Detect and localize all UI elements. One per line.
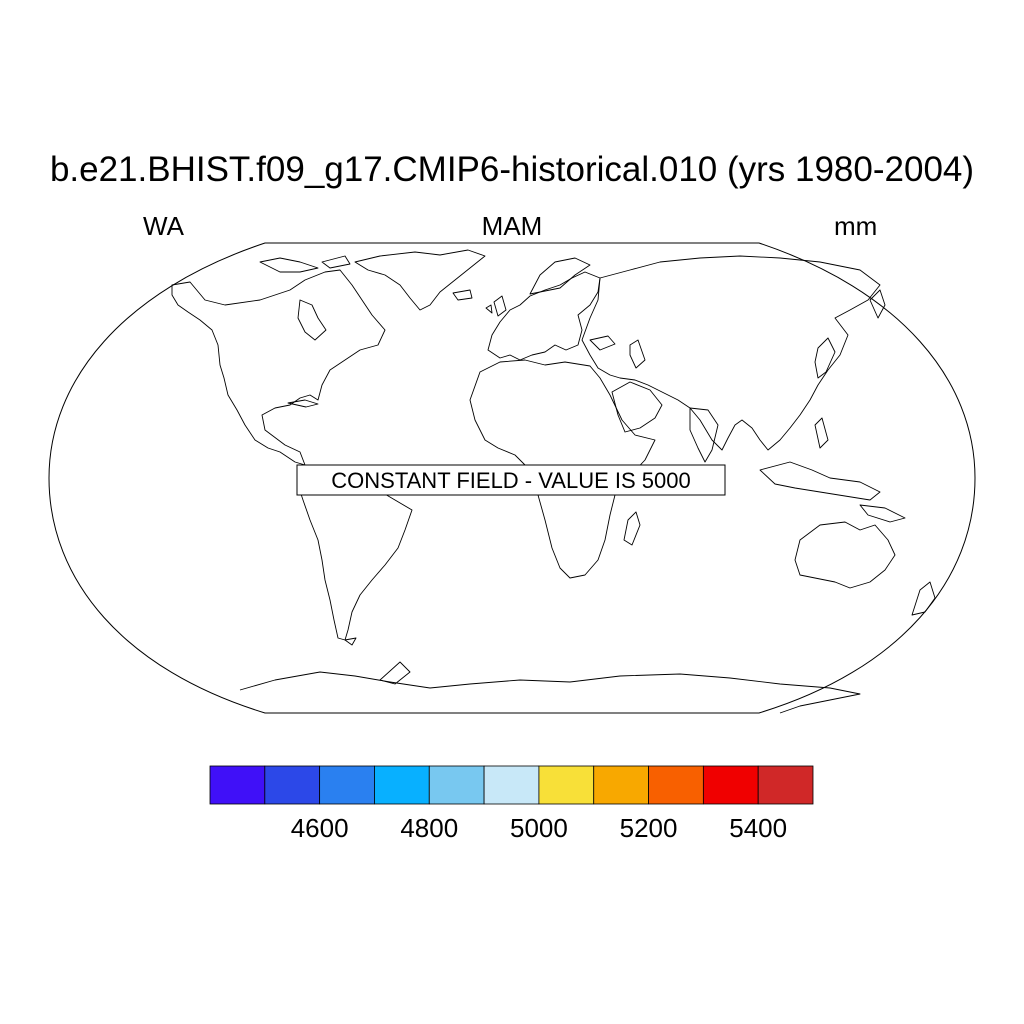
- india-coast: [689, 407, 719, 463]
- southeast-asia-islands: [759, 461, 881, 501]
- season-label: MAM: [481, 211, 543, 241]
- colorbar-swatch: [702, 765, 759, 805]
- colorbar: [209, 765, 814, 805]
- africa-coast: [469, 359, 656, 579]
- new-guinea: [859, 504, 906, 523]
- antarctic-peninsula: [379, 661, 411, 685]
- europe-coast: [487, 271, 601, 361]
- greenland-coast: [354, 249, 486, 311]
- hudson-bay-coast: [297, 299, 327, 341]
- colorbar-swatch: [319, 765, 375, 805]
- colorbar-swatch: [209, 765, 266, 805]
- cuba-coast: [287, 399, 319, 408]
- colorbar-tick-label: 5400: [729, 813, 788, 843]
- colorbar-swatch: [593, 765, 649, 805]
- colorbar-swatch: [428, 765, 485, 805]
- coastlines: [171, 249, 936, 714]
- japan-coast: [814, 337, 836, 379]
- black-sea: [589, 335, 616, 351]
- kamchatka: [869, 289, 886, 319]
- australia-coast: [794, 521, 896, 589]
- constant-field-box: CONSTANT FIELD - VALUE IS 5000: [296, 464, 726, 496]
- arctic-islands: [259, 255, 351, 273]
- antarctica-coast: [239, 671, 861, 714]
- tierra-del-fuego: [344, 637, 357, 646]
- constant-field-text: CONSTANT FIELD - VALUE IS 5000: [331, 468, 690, 493]
- colorbar-tick-label: 4600: [290, 813, 349, 843]
- map-boundary: [48, 242, 976, 714]
- colorbar-tick-label: 4800: [400, 813, 459, 843]
- colorbar-swatch: [538, 765, 595, 805]
- plot-title: b.e21.BHIST.f09_g17.CMIP6-historical.010…: [49, 150, 975, 189]
- british-isles: [485, 295, 507, 317]
- new-zealand: [911, 581, 936, 616]
- colorbar-swatch: [483, 765, 540, 805]
- colorbar-tick-label: 5200: [619, 813, 678, 843]
- philippines: [814, 417, 829, 449]
- caspian-sea: [629, 339, 646, 369]
- madagascar: [623, 511, 641, 546]
- colorbar-tick-label: 5000: [509, 813, 568, 843]
- units-label: mm: [834, 211, 878, 241]
- scandinavia-coast: [529, 257, 591, 295]
- colorbar-swatch: [757, 765, 814, 805]
- variable-label: WA: [143, 211, 184, 241]
- colorbar-swatch: [264, 765, 321, 805]
- colorbar-swatch: [374, 765, 430, 805]
- asia-coast: [581, 255, 881, 451]
- colorbar-swatch: [648, 765, 704, 805]
- iceland: [452, 289, 473, 301]
- north-america-coast: [171, 269, 386, 466]
- arabia-coast: [611, 381, 663, 433]
